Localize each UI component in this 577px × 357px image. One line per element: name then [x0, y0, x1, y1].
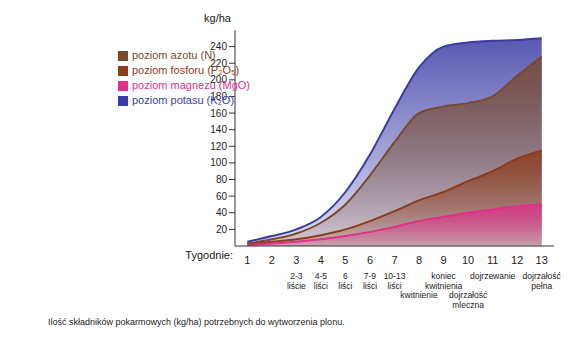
svg-text:Tygodnie:: Tygodnie: [185, 249, 233, 261]
svg-text:pełna: pełna [531, 281, 552, 291]
svg-text:6: 6 [343, 271, 348, 281]
svg-text:kwitnienie: kwitnienie [400, 290, 438, 300]
svg-text:60: 60 [216, 191, 228, 202]
svg-text:dojrzewanie: dojrzewanie [470, 271, 516, 281]
svg-text:180: 180 [210, 91, 227, 102]
svg-text:koniec: koniec [431, 271, 456, 281]
svg-text:4-5: 4-5 [315, 271, 328, 281]
svg-text:80: 80 [216, 174, 228, 185]
svg-text:240: 240 [210, 41, 227, 52]
svg-text:liści: liści [338, 281, 352, 291]
svg-text:7: 7 [391, 254, 397, 266]
svg-text:kg/ha: kg/ha [204, 12, 232, 24]
svg-text:dojrzałość: dojrzałość [523, 271, 562, 281]
svg-text:20: 20 [216, 224, 228, 235]
svg-text:200: 200 [210, 74, 227, 85]
svg-text:liście: liście [287, 281, 306, 291]
svg-text:6: 6 [367, 254, 373, 266]
svg-text:5: 5 [342, 254, 348, 266]
svg-text:11: 11 [487, 254, 498, 266]
svg-text:2-3: 2-3 [290, 271, 303, 281]
svg-text:2: 2 [269, 254, 275, 266]
svg-text:4: 4 [318, 254, 324, 266]
svg-text:10-13: 10-13 [384, 271, 406, 281]
svg-text:220: 220 [210, 58, 227, 69]
svg-text:7-9: 7-9 [364, 271, 377, 281]
svg-text:9: 9 [441, 254, 447, 266]
svg-text:40: 40 [216, 207, 228, 218]
svg-text:120: 120 [210, 141, 227, 152]
svg-text:12: 12 [511, 254, 523, 266]
svg-text:100: 100 [210, 157, 227, 168]
svg-text:1: 1 [244, 254, 250, 266]
svg-text:liści: liści [363, 281, 377, 291]
svg-text:8: 8 [416, 254, 422, 266]
svg-text:mleczna: mleczna [452, 300, 484, 310]
svg-text:3: 3 [293, 254, 299, 266]
svg-text:140: 140 [210, 124, 227, 135]
svg-text:dojrzałość: dojrzałość [449, 290, 488, 300]
svg-text:kwitnienia: kwitnienia [425, 281, 463, 291]
svg-text:160: 160 [210, 108, 227, 119]
svg-text:liści: liści [314, 281, 328, 291]
svg-text:13: 13 [536, 254, 548, 266]
svg-text:liści: liści [387, 281, 401, 291]
svg-text:10: 10 [462, 254, 474, 266]
